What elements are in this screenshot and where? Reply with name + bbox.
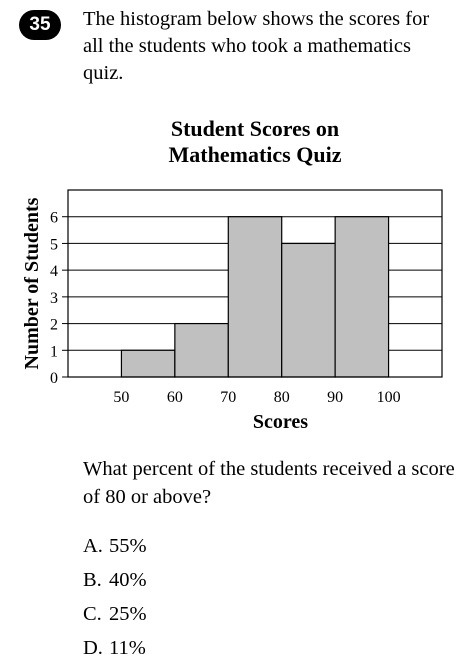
choice-text: 40% [109,569,147,591]
x-axis-label: Scores [253,411,308,433]
y-tick-label: 4 [50,263,58,280]
histogram: 0 1 2 3 4 5 6 50 60 70 80 90 100 Scores Number of Stud… [21,189,443,433]
choice-c[interactable]: C. 25% [83,600,147,634]
choice-letter: B. [83,569,102,591]
y-tick-label: 5 [50,236,58,253]
histogram-bar [281,242,336,378]
question-number-badge: 35 [19,10,61,40]
x-tick-label: 80 [274,389,290,406]
choice-text: 25% [109,603,147,625]
x-tick-label: 60 [167,389,183,406]
y-tick-label: 6 [50,210,58,227]
x-tick-label: 50 [113,389,129,406]
choice-a[interactable]: A. 55% [83,532,147,566]
y-tick-label: 2 [50,317,58,334]
question-prompt: The histogram below shows the scores for… [83,8,430,84]
x-tick-label: 90 [327,389,343,406]
choice-text: 11% [109,637,146,659]
y-axis-label: Number of Students [21,197,43,369]
y-tick-label: 0 [50,370,58,387]
chart-title-line-2: Mathematics Quiz [168,142,342,167]
histogram-bar [227,216,283,378]
y-tick-label: 1 [50,343,58,360]
x-tick-label: 70 [220,389,236,406]
question-text: What percent of the students received a … [83,458,455,508]
histogram-bar [334,216,390,378]
choice-text: 55% [109,535,147,557]
histogram-bar [174,322,229,378]
choice-letter: A. [83,535,103,557]
choice-letter: C. [83,603,102,625]
choice-b[interactable]: B. 40% [83,566,147,600]
answer-choices: A. 55% B. 40% C. 25% D. 11% [83,532,147,668]
chart-title-line-1: Student Scores on [170,116,340,141]
plot-frame [67,189,443,378]
chart-title: Student Scores on Mathematics Quiz [120,116,390,168]
histogram-bar [120,349,176,378]
choice-d[interactable]: D. 11% [83,634,147,668]
choice-letter: D. [83,637,103,659]
y-tick-label: 3 [50,290,58,307]
x-tick-label: 100 [377,389,401,406]
